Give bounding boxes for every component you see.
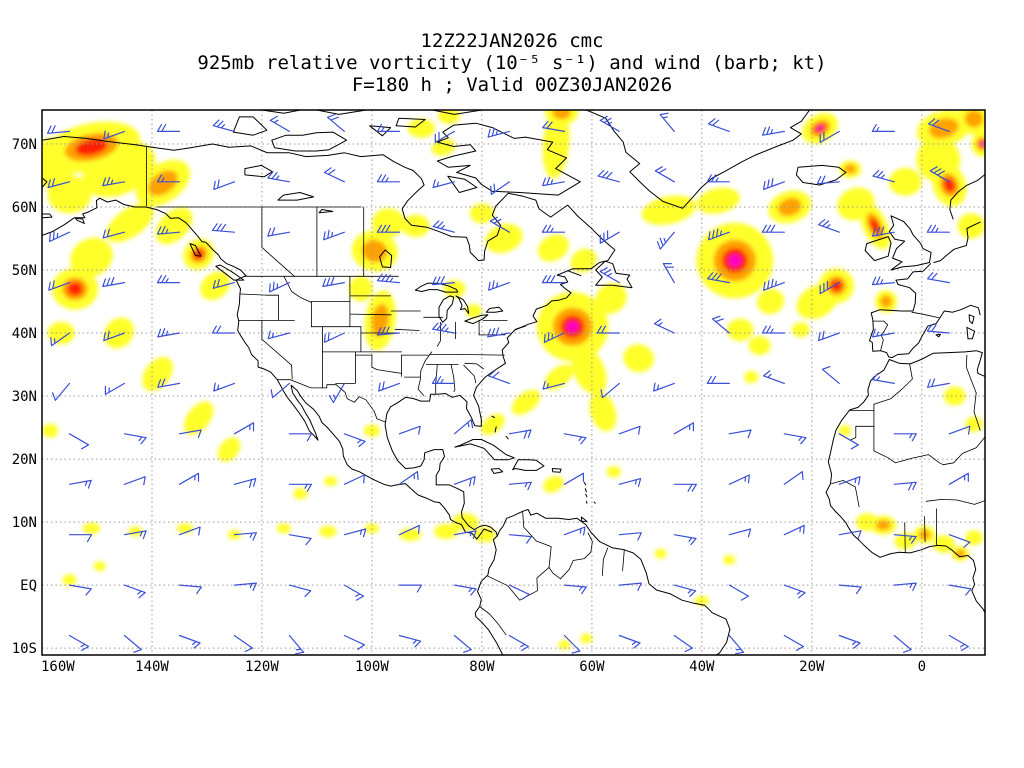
lon-tick-label: 140W: [135, 659, 169, 675]
lat-tick-label: 10N: [12, 515, 37, 531]
lon-tick-label: 0: [918, 659, 926, 675]
lon-tick-label: 20W: [799, 659, 825, 675]
lon-tick-label: 80W: [469, 659, 495, 675]
border-layer: [146, 146, 985, 636]
lat-tick-label: 10S: [12, 641, 37, 657]
title-valid-line: F=180 h ; Valid 00Z30JAN2026: [351, 74, 673, 96]
title-run-line: 12Z22JAN2026 cmc: [420, 30, 604, 52]
lat-tick-label: 40N: [12, 326, 37, 342]
lon-tick-label: 120W: [245, 659, 279, 675]
lon-tick-label: 40W: [689, 659, 715, 675]
lat-tick-label: 50N: [12, 263, 37, 279]
plot-frame: [41, 109, 986, 656]
lat-tick-label: 30N: [12, 389, 37, 405]
lat-tick-label: EQ: [20, 578, 37, 594]
lat-tick-label: 20N: [12, 452, 37, 468]
chart-titles: 12Z22JAN2026 cmc 925mb relative vorticit…: [0, 30, 1024, 96]
plot-area: [42, 110, 985, 655]
title-field-line: 925mb relative vorticity (10⁻⁵ s⁻¹) and …: [197, 52, 827, 74]
lat-tick-label: 70N: [12, 137, 37, 153]
lat-tick-label: 60N: [12, 200, 37, 216]
lon-tick-label: 160W: [41, 659, 75, 675]
wind-barb-layer: [47, 112, 972, 655]
lon-tick-label: 60W: [579, 659, 605, 675]
lon-tick-label: 100W: [355, 659, 389, 675]
coastline-layer: [42, 110, 985, 655]
grid-layer: [42, 110, 985, 655]
